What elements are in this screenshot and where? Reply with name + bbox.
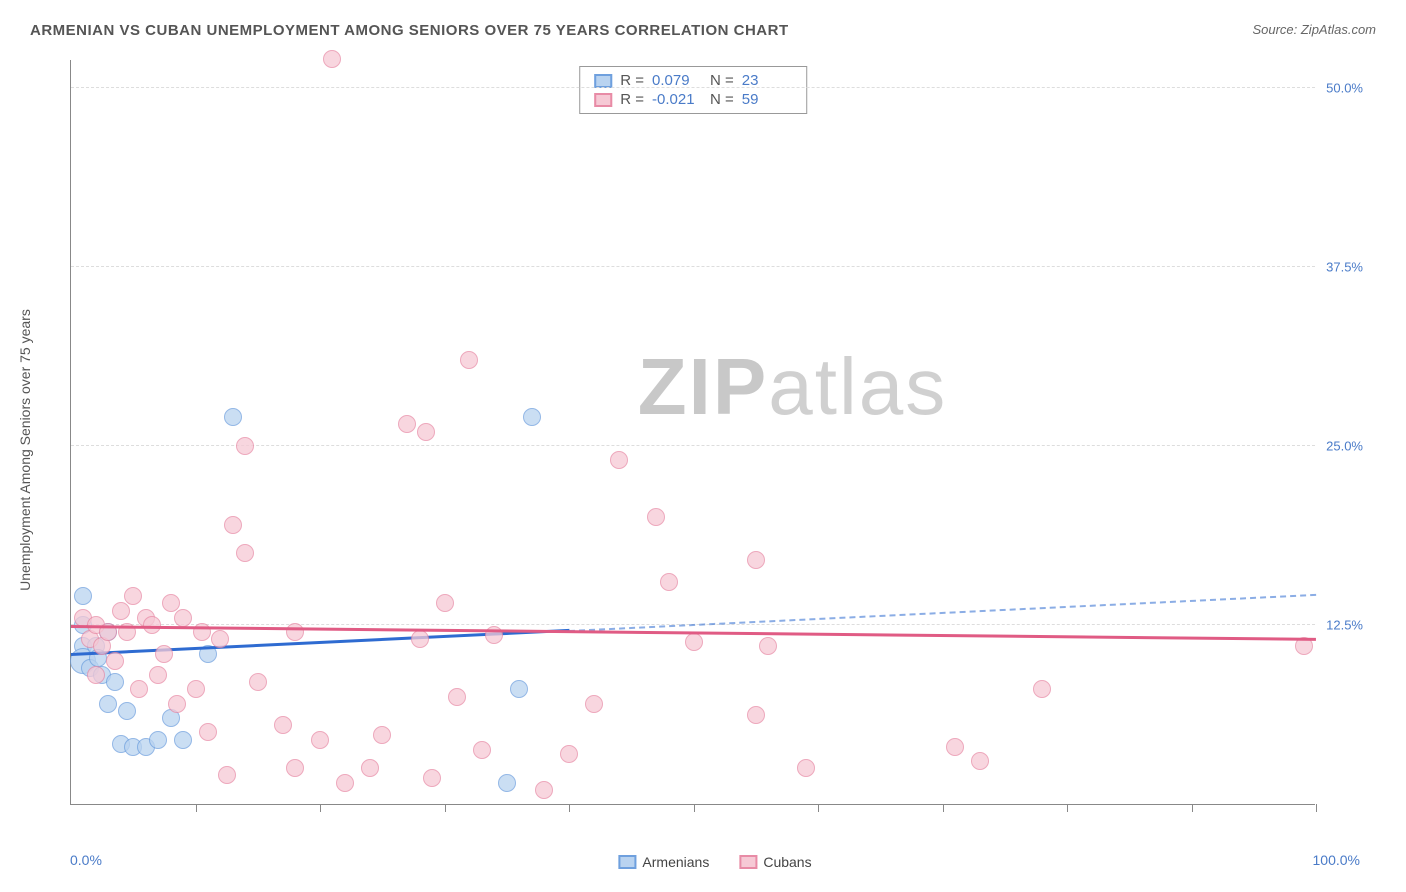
data-point: [423, 769, 441, 787]
stats-legend-row: R = -0.021 N = 59: [594, 90, 792, 109]
data-point: [106, 652, 124, 670]
data-point: [560, 745, 578, 763]
data-point: [373, 726, 391, 744]
y-tick-label: 25.0%: [1326, 438, 1363, 453]
data-point: [211, 630, 229, 648]
x-tick: [445, 804, 446, 812]
x-tick: [694, 804, 695, 812]
data-point: [361, 759, 379, 777]
data-point: [130, 680, 148, 698]
x-tick: [943, 804, 944, 812]
data-point: [218, 766, 236, 784]
data-point: [523, 408, 541, 426]
x-tick: [1192, 804, 1193, 812]
gridline: [71, 266, 1315, 267]
x-tick: [569, 804, 570, 812]
x-tick: [196, 804, 197, 812]
x-axis-max-label: 100.0%: [1313, 852, 1360, 868]
data-point: [274, 716, 292, 734]
data-point: [460, 351, 478, 369]
data-point: [1033, 680, 1051, 698]
data-point: [971, 752, 989, 770]
legend-item: Cubans: [739, 854, 811, 870]
data-point: [411, 630, 429, 648]
data-point: [286, 623, 304, 641]
data-point: [224, 516, 242, 534]
stat-r-label: R =: [620, 91, 644, 108]
stat-n-value: 59: [742, 91, 792, 108]
data-point: [759, 637, 777, 655]
data-point: [74, 587, 92, 605]
data-point: [535, 781, 553, 799]
data-point: [155, 645, 173, 663]
correlation-chart: ZIPatlas R =0.079N =23R =-0.021N =59 12.…: [70, 60, 1360, 840]
data-point: [448, 688, 466, 706]
x-tick: [818, 804, 819, 812]
watermark: ZIPatlas: [638, 341, 947, 433]
legend-item: Armenians: [618, 854, 709, 870]
data-point: [498, 774, 516, 792]
data-point: [797, 759, 815, 777]
y-tick-label: 37.5%: [1326, 259, 1363, 274]
y-tick-label: 50.0%: [1326, 80, 1363, 95]
plot-area: ZIPatlas R =0.079N =23R =-0.021N =59 12.…: [70, 60, 1315, 805]
data-point: [168, 695, 186, 713]
legend-swatch: [594, 93, 612, 107]
data-point: [660, 573, 678, 591]
stat-n-label: N =: [710, 91, 734, 108]
trend-line: [569, 594, 1316, 632]
series-name: Cubans: [763, 854, 811, 870]
source-attribution: Source: ZipAtlas.com: [1252, 22, 1376, 37]
legend-swatch: [739, 855, 757, 869]
data-point: [510, 680, 528, 698]
data-point: [236, 437, 254, 455]
data-point: [323, 50, 341, 68]
data-point: [224, 408, 242, 426]
data-point: [946, 738, 964, 756]
data-point: [87, 666, 105, 684]
x-tick: [320, 804, 321, 812]
data-point: [311, 731, 329, 749]
data-point: [286, 759, 304, 777]
stats-legend: R =0.079N =23R =-0.021N =59: [579, 66, 807, 114]
data-point: [610, 451, 628, 469]
data-point: [249, 673, 267, 691]
gridline: [71, 445, 1315, 446]
legend-swatch: [618, 855, 636, 869]
series-legend: Armenians Cubans: [618, 854, 811, 870]
data-point: [174, 609, 192, 627]
data-point: [436, 594, 454, 612]
data-point: [149, 731, 167, 749]
gridline: [71, 87, 1315, 88]
data-point: [112, 602, 130, 620]
data-point: [336, 774, 354, 792]
data-point: [106, 673, 124, 691]
data-point: [149, 666, 167, 684]
data-point: [747, 706, 765, 724]
data-point: [124, 587, 142, 605]
data-point: [473, 741, 491, 759]
x-axis-min-label: 0.0%: [70, 852, 102, 868]
series-name: Armenians: [642, 854, 709, 870]
data-point: [187, 680, 205, 698]
data-point: [747, 551, 765, 569]
y-axis-label: Unemployment Among Seniors over 75 years: [17, 309, 33, 591]
legend-swatch: [594, 74, 612, 88]
data-point: [199, 723, 217, 741]
data-point: [398, 415, 416, 433]
data-point: [174, 731, 192, 749]
x-tick: [1316, 804, 1317, 812]
data-point: [236, 544, 254, 562]
data-point: [585, 695, 603, 713]
chart-title: ARMENIAN VS CUBAN UNEMPLOYMENT AMONG SEN…: [30, 22, 789, 39]
stat-r-value: -0.021: [652, 91, 702, 108]
data-point: [685, 633, 703, 651]
x-tick: [1067, 804, 1068, 812]
data-point: [417, 423, 435, 441]
y-tick-label: 12.5%: [1326, 617, 1363, 632]
data-point: [647, 508, 665, 526]
data-point: [118, 702, 136, 720]
data-point: [99, 695, 117, 713]
